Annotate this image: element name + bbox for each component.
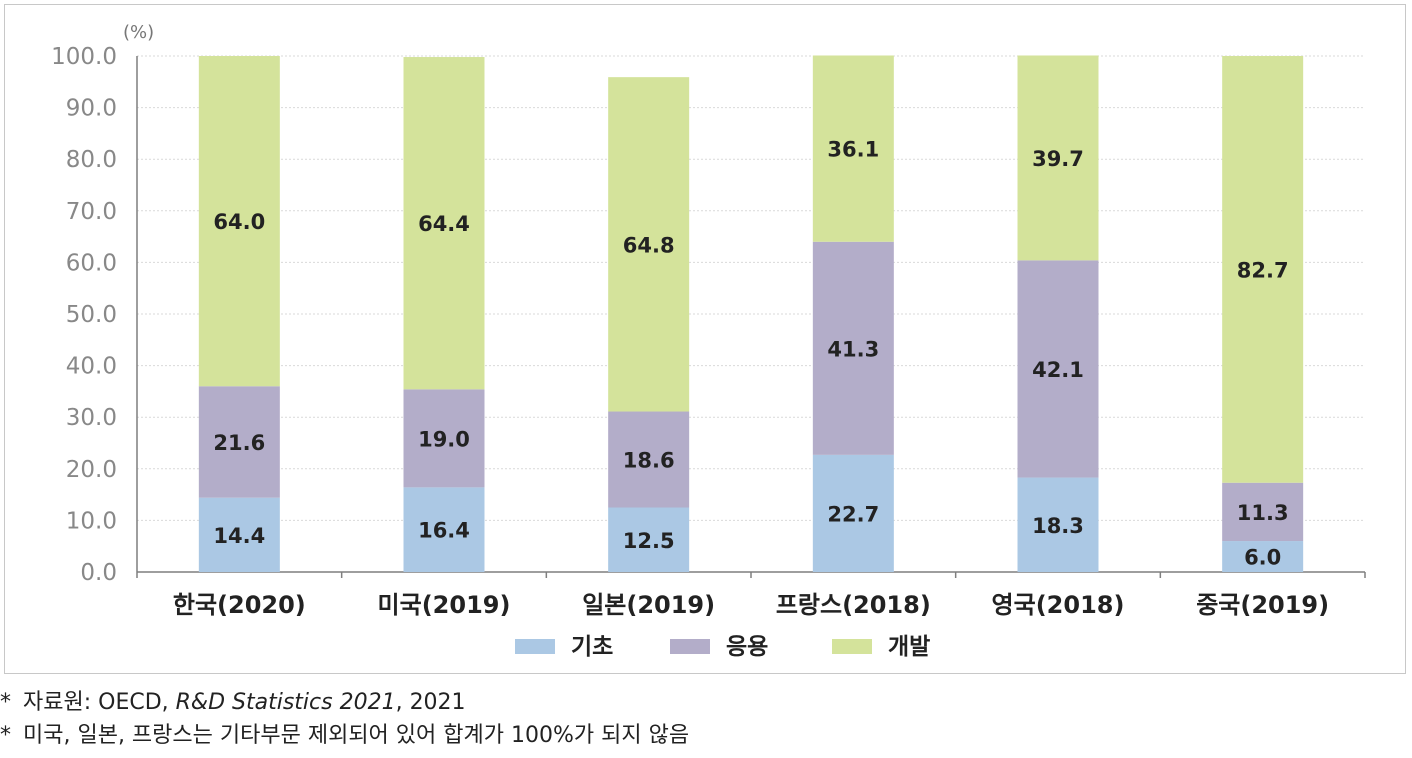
- bar-segment: [1222, 56, 1304, 483]
- x-category-label: 프랑스(2018): [776, 591, 931, 619]
- data-label: 64.8: [623, 233, 675, 257]
- data-label: 64.0: [213, 210, 265, 234]
- bar-segment: [1017, 55, 1099, 261]
- bar-segment: [198, 386, 280, 498]
- data-label: 39.7: [1032, 147, 1084, 171]
- bar-segment: [403, 487, 485, 572]
- data-label: 36.1: [827, 138, 879, 162]
- y-tick-label: 30.0: [66, 405, 117, 431]
- x-category-label: 미국(2019): [378, 591, 511, 619]
- data-label: 41.3: [827, 337, 879, 361]
- legend-label: 기초: [571, 634, 613, 660]
- source-note-prefix: 자료원: OECD,: [23, 690, 176, 715]
- legend-label: 응용: [726, 634, 768, 660]
- bar-segment: [812, 454, 894, 572]
- y-tick-label: 100.0: [51, 44, 117, 70]
- bar-segment: [812, 241, 894, 455]
- data-label: 18.6: [623, 449, 675, 473]
- bar-segment: [812, 55, 894, 242]
- y-tick-label: 40.0: [66, 354, 117, 380]
- y-tick-label: 80.0: [66, 147, 117, 173]
- data-label: 19.0: [418, 427, 470, 451]
- remark-note-text: 미국, 일본, 프랑스는 기타부문 제외되어 있어 합계가 100%가 되지 않…: [23, 723, 690, 748]
- x-category-label: 중국(2019): [1196, 591, 1329, 619]
- bar-segment: [1017, 260, 1099, 478]
- data-label: 64.4: [418, 212, 470, 236]
- data-label: 42.1: [1032, 358, 1084, 382]
- bar-segment: [1222, 541, 1304, 572]
- legend-label: 개발: [888, 634, 930, 660]
- bar-segment: [608, 77, 690, 412]
- chart-frame: (%) 0.0 10.0 20.0 30.0 40.0 50.0 60.0 70.0 80.0 9…: [4, 4, 1406, 674]
- y-tick-label: 10.0: [66, 508, 117, 534]
- x-category-label: 일본(2019): [582, 591, 715, 619]
- bar-segment: [1222, 482, 1304, 542]
- y-tick-label: 90.0: [66, 96, 117, 122]
- stacked-bar-chart: (%) 0.0 10.0 20.0 30.0 40.0 50.0 60.0 70.0 80.0 9…: [51, 22, 1366, 660]
- footnotes: * 자료원: OECD, R&D Statistics 2021, 2021 * 미…: [0, 686, 1400, 752]
- legend-swatch: [670, 639, 710, 654]
- data-label: 22.7: [827, 502, 879, 526]
- y-tick-label: 0.0: [80, 560, 117, 586]
- bar-segment: [608, 411, 690, 508]
- y-tick-label: 50.0: [66, 302, 117, 328]
- bar-segment: [608, 507, 690, 572]
- source-note-suffix: , 2021: [395, 690, 466, 715]
- data-label: 82.7: [1237, 258, 1289, 282]
- legend-swatch: [832, 639, 872, 654]
- data-label: 11.3: [1237, 501, 1289, 525]
- bar-segment: [403, 389, 485, 488]
- bar-segment: [198, 497, 280, 572]
- bar-segment: [403, 57, 485, 390]
- y-tick-label: 70.0: [66, 199, 117, 225]
- x-category-label: 영국(2018): [992, 591, 1125, 619]
- data-label: 6.0: [1244, 546, 1281, 570]
- remark-note-marker: *: [0, 723, 11, 748]
- y-tick-label: 20.0: [66, 457, 117, 483]
- data-label: 14.4: [213, 524, 265, 548]
- y-axis-unit: (%): [123, 22, 154, 43]
- x-category-label: 한국(2020): [173, 591, 306, 619]
- data-label: 12.5: [623, 529, 675, 553]
- legend-swatch: [515, 639, 555, 654]
- bar-segment: [1017, 477, 1099, 572]
- remark-note: * 미국, 일본, 프랑스는 기타부문 제외되어 있어 합계가 100%가 되지 …: [0, 719, 1400, 752]
- source-note-title: R&D Statistics 2021: [175, 690, 396, 715]
- bar-segment: [198, 56, 280, 387]
- source-note: * 자료원: OECD, R&D Statistics 2021, 2021: [0, 686, 1400, 719]
- y-tick-label: 60.0: [66, 250, 117, 276]
- data-label: 21.6: [213, 431, 265, 455]
- data-label: 16.4: [418, 519, 470, 543]
- data-label: 18.3: [1032, 514, 1084, 538]
- source-note-marker: *: [0, 690, 11, 715]
